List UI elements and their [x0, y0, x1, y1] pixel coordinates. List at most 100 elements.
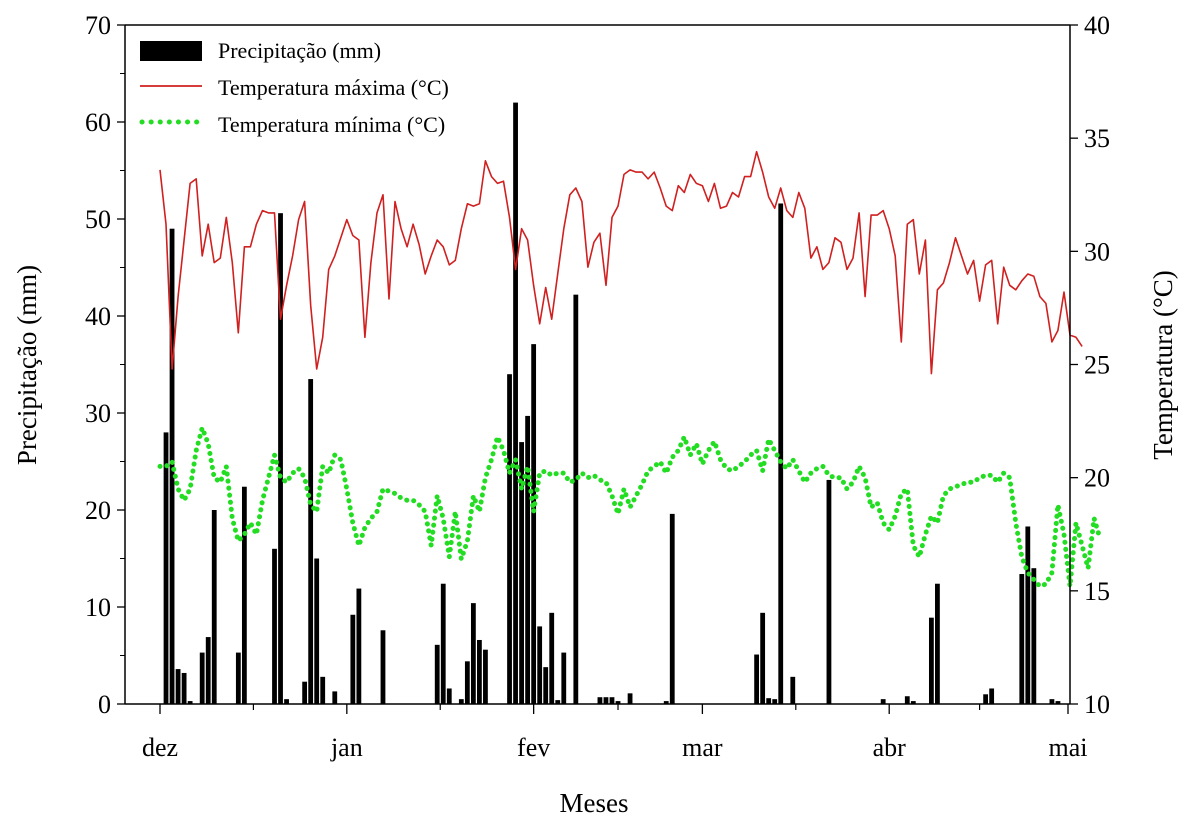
precipitation-bar [561, 652, 567, 704]
precipitation-bar [754, 654, 760, 704]
precipitation-bar [760, 612, 766, 704]
precipitation-bar [278, 213, 283, 704]
precipitation-bar [440, 583, 446, 704]
y-left-tick-label: 20 [85, 496, 111, 525]
precipitation-bar [175, 669, 181, 704]
precipitation-bar [241, 486, 247, 704]
x-tick-label: jan [330, 733, 363, 762]
precipitation-bar [446, 688, 452, 704]
precipitation-bar [483, 649, 488, 704]
y-left-tick-label: 50 [85, 205, 111, 234]
precipitation-bar [573, 294, 579, 704]
precipitation-bar [356, 588, 362, 704]
precipitation-bar [235, 652, 241, 704]
y-left-tick-label: 10 [85, 593, 111, 622]
precipitation-bar [308, 379, 314, 704]
precipitation-bar [272, 548, 277, 704]
precipitation-bar [163, 432, 169, 704]
precipitation-bar [603, 697, 609, 704]
precipitation-bar [935, 583, 940, 704]
precipitation-bar [284, 699, 289, 704]
y-right-tick-label: 20 [1084, 464, 1110, 493]
y-right-tick-label: 25 [1084, 351, 1110, 380]
y-right-tick-label: 10 [1084, 690, 1110, 719]
precipitation-bar [537, 626, 543, 704]
precipitation-bar [555, 700, 561, 704]
precipitation-bar [1055, 701, 1061, 704]
tmin-line [157, 425, 1103, 589]
precipitation-bar [458, 699, 464, 704]
precipitation-bar [778, 203, 784, 705]
precipitation-bar [826, 479, 832, 704]
precipitation-bar [205, 637, 211, 704]
legend: Precipitação (mm) Temperatura máxima (°C)… [139, 38, 449, 137]
tmax-line [159, 150, 1083, 375]
precipitation-bar [663, 701, 669, 704]
x-tick-label: abr [873, 733, 907, 762]
y-left-tick-label: 0 [98, 690, 111, 719]
y-right-tick-label: 35 [1084, 124, 1110, 153]
x-tick-label: mar [682, 733, 723, 762]
tmax-series [159, 150, 1083, 375]
y-right-tick-label: 30 [1084, 237, 1110, 266]
x-tick-label: dez [142, 733, 178, 762]
precipitation-bar [477, 639, 482, 704]
precipitation-bar [609, 697, 615, 704]
precipitation-bar [314, 558, 320, 704]
precipitation-bar [1019, 574, 1025, 704]
y-left-tick-label: 40 [85, 302, 111, 331]
precipitation-bar [519, 442, 524, 704]
tmin-series [157, 425, 1103, 589]
precipitation-bar [211, 510, 217, 704]
precipitation-bar [513, 102, 518, 705]
precipitation-bar [766, 698, 772, 704]
precipitation-bar [380, 630, 386, 704]
precipitation-bar [989, 688, 995, 704]
precipitation-bar [627, 693, 633, 704]
legend-swatch-precipitation [140, 41, 202, 61]
x-tick-label: mai [1049, 733, 1088, 762]
precipitation-bar [928, 617, 934, 704]
x-axis-title: Meses [560, 788, 629, 818]
precipitation-bar [549, 612, 555, 704]
precipitation-bar [790, 676, 796, 704]
precipitation-bar [464, 661, 470, 704]
y-right-tick-label: 15 [1084, 577, 1110, 606]
x-tick-label: fev [517, 733, 550, 762]
precipitation-bar [597, 697, 603, 704]
precipitation-bar [904, 696, 910, 704]
precipitation-bar [1025, 526, 1031, 704]
precipitation-bar [350, 614, 356, 704]
precipitation-bar [507, 374, 512, 704]
precipitation-bar [615, 701, 621, 704]
precipitation-bar [543, 667, 549, 704]
precipitation-bar [669, 513, 675, 704]
legend-label-tmax: Temperatura máxima (°C) [218, 75, 449, 100]
y-left-tick-label: 30 [85, 399, 111, 428]
precipitation-bar [320, 676, 326, 704]
precipitation-bar [187, 701, 193, 704]
precipitation-bars [163, 102, 1061, 705]
legend-label-precipitation: Precipitação (mm) [218, 38, 381, 63]
y-left-tick-label: 70 [85, 11, 111, 40]
precipitation-bar [332, 691, 338, 704]
precipitation-bar [1031, 568, 1037, 704]
precipitation-bar [910, 701, 916, 704]
precipitation-bar [1049, 699, 1055, 704]
y-axis-left-title: Precipitação (mm) [12, 265, 42, 465]
y-right-tick-label: 40 [1084, 11, 1110, 40]
precipitation-bar [772, 699, 778, 704]
precipitation-bar [181, 672, 187, 704]
precipitation-bar [470, 603, 476, 704]
precipitation-bar [983, 694, 989, 704]
legend-label-tmin: Temperatura mínima (°C) [218, 112, 445, 137]
precipitation-bar [302, 681, 308, 704]
precipitation-bar [169, 228, 175, 704]
y-axis-right-title: Temperatura (°C) [1148, 270, 1178, 460]
precipitation-bar [531, 344, 537, 704]
precipitation-bar [525, 415, 531, 704]
precipitation-bar [880, 699, 886, 704]
precipitation-bar [434, 644, 440, 704]
y-left-tick-label: 60 [85, 108, 111, 137]
